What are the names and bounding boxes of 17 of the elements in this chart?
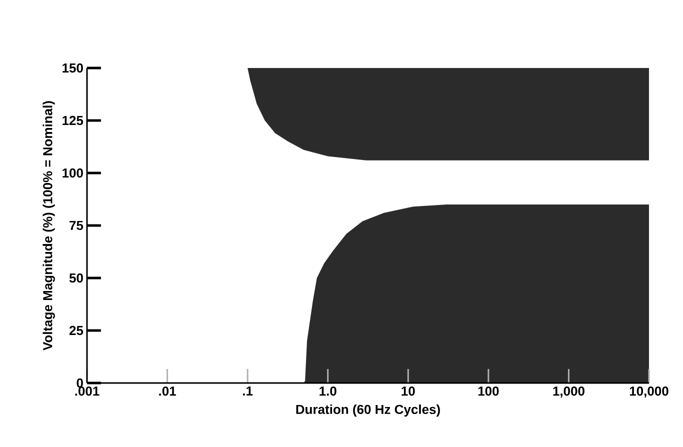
x-tick-label: .001 [75,386,100,396]
x-tick-label: 10,000 [630,386,668,398]
y-axis-title: Voltage Magnitude (%) (100% = Nominal) [42,101,55,350]
x-axis-title: Duration (60 Hz Cycles) [296,404,440,417]
x-tick-label: .1 [243,386,253,396]
y-tick-label: 100 [62,168,83,178]
y-tick-label: 125 [62,116,84,126]
x-tick-label: 100 [478,386,499,396]
y-tick-label: 150 [62,63,83,73]
y-tick-label: 50 [69,273,83,283]
x-tick-label: 1,000 [553,386,584,398]
y-tick-label: 0 [76,378,83,388]
x-tick-label: 10 [402,386,415,396]
y-tick-label: 75 [70,220,84,230]
x-tick-label: .01 [159,386,176,396]
y-tick-label: 25 [69,326,84,336]
x-tick-label: 1.0 [320,386,336,396]
